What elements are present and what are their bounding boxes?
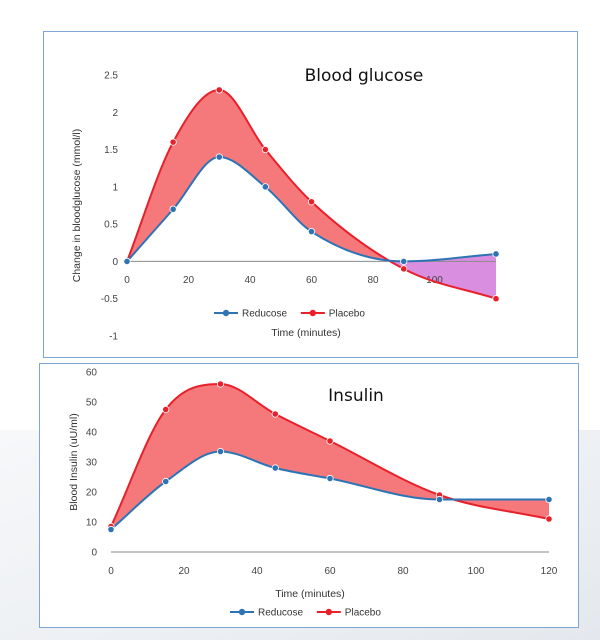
reducose-point: [400, 257, 408, 266]
x-tick-label: 80: [367, 275, 379, 286]
insulin-chart-panel: 0 10 20 30 40 50 60 0 20 40 60 80 100 120 Insulin Blood…: [39, 363, 579, 628]
reducose-point: [307, 228, 316, 236]
y-axis-title: Change in bloodglucose (mmol/l): [71, 129, 83, 283]
y-tick-label: 50: [86, 398, 98, 409]
placebo-point: [162, 405, 170, 414]
y-tick-label: 30: [86, 458, 98, 469]
y-tick-label: 1: [112, 182, 118, 193]
y-tick-label: 0: [112, 257, 118, 268]
legend-reducose-label: Reducose: [258, 608, 303, 619]
y-tick-label: 20: [86, 488, 98, 499]
placebo-point: [307, 198, 316, 206]
placebo-point: [326, 437, 334, 445]
reducose-point: [271, 464, 279, 472]
chart-title: Blood glucose: [305, 66, 424, 86]
y-tick-label: 0: [91, 548, 97, 559]
x-tick-label: 100: [468, 566, 485, 577]
reducose-point: [545, 495, 553, 504]
difference-shading: [127, 89, 381, 262]
y-tick-label: 40: [86, 428, 98, 439]
legend-placebo-marker: [325, 608, 332, 616]
x-tick-label: 60: [324, 566, 336, 577]
reducose-point: [492, 250, 500, 258]
reducose-point: [169, 205, 177, 213]
y-tick-label: 60: [86, 368, 98, 379]
legend-placebo-label: Placebo: [329, 309, 366, 320]
x-axis-title: Time (minutes): [275, 588, 345, 600]
reducose-point: [216, 447, 225, 456]
legend-placebo-label: Placebo: [345, 608, 382, 619]
x-tick-label: 20: [178, 566, 190, 577]
reducose-point: [215, 153, 223, 161]
x-axis-title: Time (minutes): [271, 327, 341, 339]
y-tick-label: -0.5: [101, 294, 119, 305]
x-tick-label: 60: [306, 275, 318, 286]
placebo-point: [169, 138, 177, 146]
legend-placebo-marker: [309, 309, 316, 317]
y-tick-label: 2.5: [104, 71, 118, 82]
difference-shading: [111, 384, 549, 530]
placebo-point: [216, 380, 225, 388]
insulin-chart: 0 10 20 30 40 50 60 0 20 40 60 80 100 120 Insulin Blood…: [68, 368, 558, 619]
y-tick-label: 0.5: [104, 220, 118, 231]
x-tick-label: 40: [244, 275, 256, 286]
reducose-point: [261, 183, 269, 191]
blood-glucose-chart: -1 -0.5 0 0.5 1 1.5 2 2.5 0 20 40 60 80 100 Blood gluc…: [71, 66, 500, 343]
y-axis-title: Blood Insulin (uU/ml): [68, 413, 80, 510]
chart-title: Insulin: [328, 386, 384, 406]
x-tick-label: 80: [397, 566, 409, 577]
reducose-point: [123, 257, 131, 266]
x-tick-label: 100: [426, 275, 443, 286]
y-tick-label: 2: [112, 108, 118, 119]
placebo-point: [492, 295, 500, 303]
y-tick-label: 10: [86, 518, 98, 529]
x-tick-label: 120: [541, 566, 558, 577]
reducose-point: [162, 477, 170, 486]
x-tick-label: 20: [183, 275, 195, 286]
y-tick-label: -1: [109, 332, 118, 343]
legend-reducose-marker: [238, 608, 246, 616]
placebo-point: [271, 410, 279, 418]
blood-glucose-chart-panel: -1 -0.5 0 0.5 1 1.5 2 2.5 0 20 40 60 80 100 Blood gluc…: [43, 31, 578, 358]
y-tick-label: 1.5: [104, 145, 118, 156]
placebo-point: [400, 265, 408, 273]
difference-shading-negative: [381, 253, 496, 299]
x-tick-label: 40: [251, 566, 263, 577]
x-tick-label: 0: [124, 275, 130, 286]
x-tick-label: 0: [108, 566, 114, 577]
legend-reducose-marker: [222, 309, 230, 317]
legend-reducose-label: Reducose: [242, 309, 287, 320]
placebo-point: [215, 86, 223, 94]
placebo-point: [545, 515, 553, 523]
placebo-point: [261, 145, 269, 154]
reducose-point: [435, 495, 444, 504]
reducose-point: [107, 525, 115, 534]
reducose-point: [326, 474, 334, 483]
